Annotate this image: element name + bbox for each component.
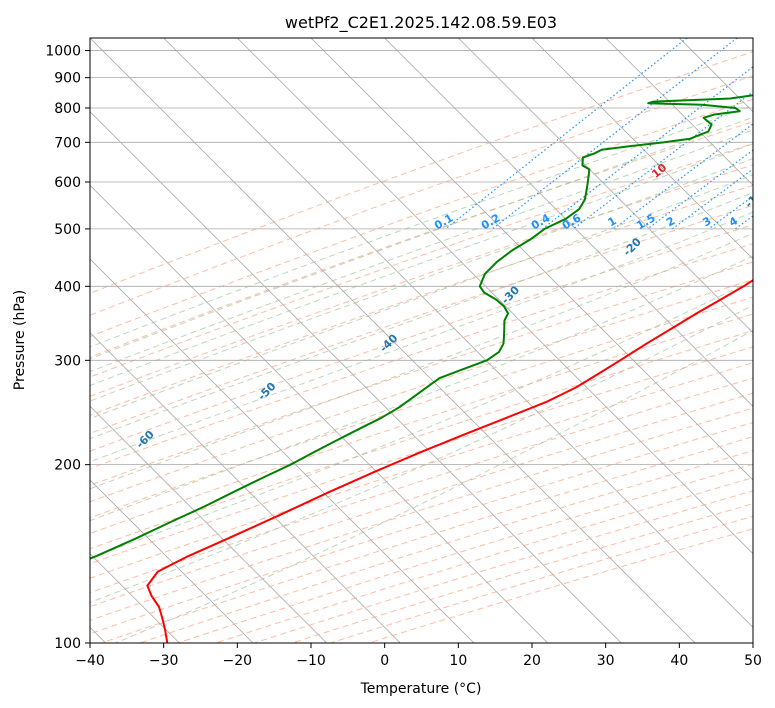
x-tick-label: 10 xyxy=(449,653,467,669)
x-tick-label: 40 xyxy=(670,653,688,669)
dry-adiabat-line xyxy=(254,490,753,643)
isotherm-line xyxy=(90,184,548,643)
dry-adiabat-line xyxy=(90,346,753,565)
temperature-profile xyxy=(146,278,753,643)
isotherm-line xyxy=(384,38,753,407)
y-tick-label: 200 xyxy=(54,458,81,474)
dry-adiabat-line xyxy=(139,450,753,643)
isotherm-line xyxy=(605,38,753,186)
isotherm-line xyxy=(90,405,327,643)
dry-adiabat-line xyxy=(101,436,753,643)
x-tick-label: −30 xyxy=(149,653,179,669)
isotherm-line xyxy=(458,38,753,334)
dry-adiabat-line xyxy=(90,121,753,358)
mixing-ratio-line xyxy=(672,168,753,230)
y-tick-label: 500 xyxy=(54,222,81,238)
y-tick-label: 700 xyxy=(54,135,81,151)
isotherm-line xyxy=(90,258,475,643)
dry-adiabat-lines xyxy=(90,51,753,643)
isotherm-label: -10 xyxy=(742,187,765,210)
pressure-gridlines xyxy=(90,50,753,643)
x-tick-label: −10 xyxy=(296,653,326,669)
isotherm-line xyxy=(90,38,696,643)
isotherm-line xyxy=(90,111,622,643)
dry-adiabat-line xyxy=(90,330,753,550)
moist-adiabat-line xyxy=(90,116,753,360)
y-tick-label: 300 xyxy=(54,353,81,369)
moist-adiabat-lines xyxy=(90,104,753,643)
y-axis-label: Pressure (hPa) xyxy=(12,290,28,390)
dewpoint-profile xyxy=(90,94,753,560)
plot-frame xyxy=(89,37,754,644)
y-tick-label: 1000 xyxy=(45,44,81,60)
chart-title: wetPf2_C2E1.2025.142.08.59.E03 xyxy=(285,13,557,33)
isotherm-line xyxy=(163,38,753,628)
y-tick-label: 800 xyxy=(54,101,81,117)
x-tick-label: −40 xyxy=(75,653,105,669)
sounding-profiles xyxy=(90,94,753,643)
moist-adiabat-line xyxy=(90,174,753,420)
dry-adiabat-line xyxy=(292,503,753,643)
isotherm-line xyxy=(531,38,753,260)
dry-adiabat-line xyxy=(90,51,753,294)
y-axis-ticks: 100 200 300 400 500 600 700 800 900 1000 xyxy=(45,44,90,652)
moist-adiabat-line xyxy=(90,143,753,387)
moist-adiabat-line xyxy=(90,104,753,348)
moist-adiabat-line xyxy=(90,129,753,373)
mixing-ratio-line xyxy=(542,66,753,230)
dry-adiabat-line xyxy=(90,362,753,579)
mixing-ratio-line xyxy=(492,38,738,230)
x-axis-label: Temperature (°C) xyxy=(360,681,482,697)
x-tick-label: 30 xyxy=(597,653,615,669)
moist-adiabat-line xyxy=(90,279,753,559)
y-tick-label: 400 xyxy=(54,279,81,295)
x-tick-label: 0 xyxy=(380,653,389,669)
dry-adiabat-line xyxy=(177,463,753,643)
moist-adiabat-line xyxy=(90,158,753,402)
dry-adiabat-line xyxy=(90,143,753,378)
x-tick-label: 50 xyxy=(744,653,762,669)
y-tick-label: 900 xyxy=(54,71,81,87)
x-tick-label: 20 xyxy=(523,653,541,669)
mixing-ratio-lines xyxy=(445,38,753,230)
mixing-ratio-line xyxy=(572,90,753,230)
isotherm-line xyxy=(310,38,753,481)
dry-adiabat-line xyxy=(215,477,753,643)
isotherm-line xyxy=(90,332,401,643)
x-axis-ticks: −40 −30 −20 −10 0 10 20 30 40 50 xyxy=(75,643,762,669)
moist-adiabat-line xyxy=(90,304,753,603)
y-tick-label: 100 xyxy=(54,636,81,652)
x-tick-label: −20 xyxy=(223,653,253,669)
moist-adiabat-line xyxy=(90,232,753,490)
y-tick-label: 600 xyxy=(54,175,81,191)
isotherm-line xyxy=(237,38,753,555)
isotherm-lines xyxy=(90,38,753,643)
dry-adiabat-line xyxy=(90,184,753,416)
dry-adiabat-line xyxy=(90,164,753,397)
dry-adiabat-line xyxy=(90,98,753,338)
